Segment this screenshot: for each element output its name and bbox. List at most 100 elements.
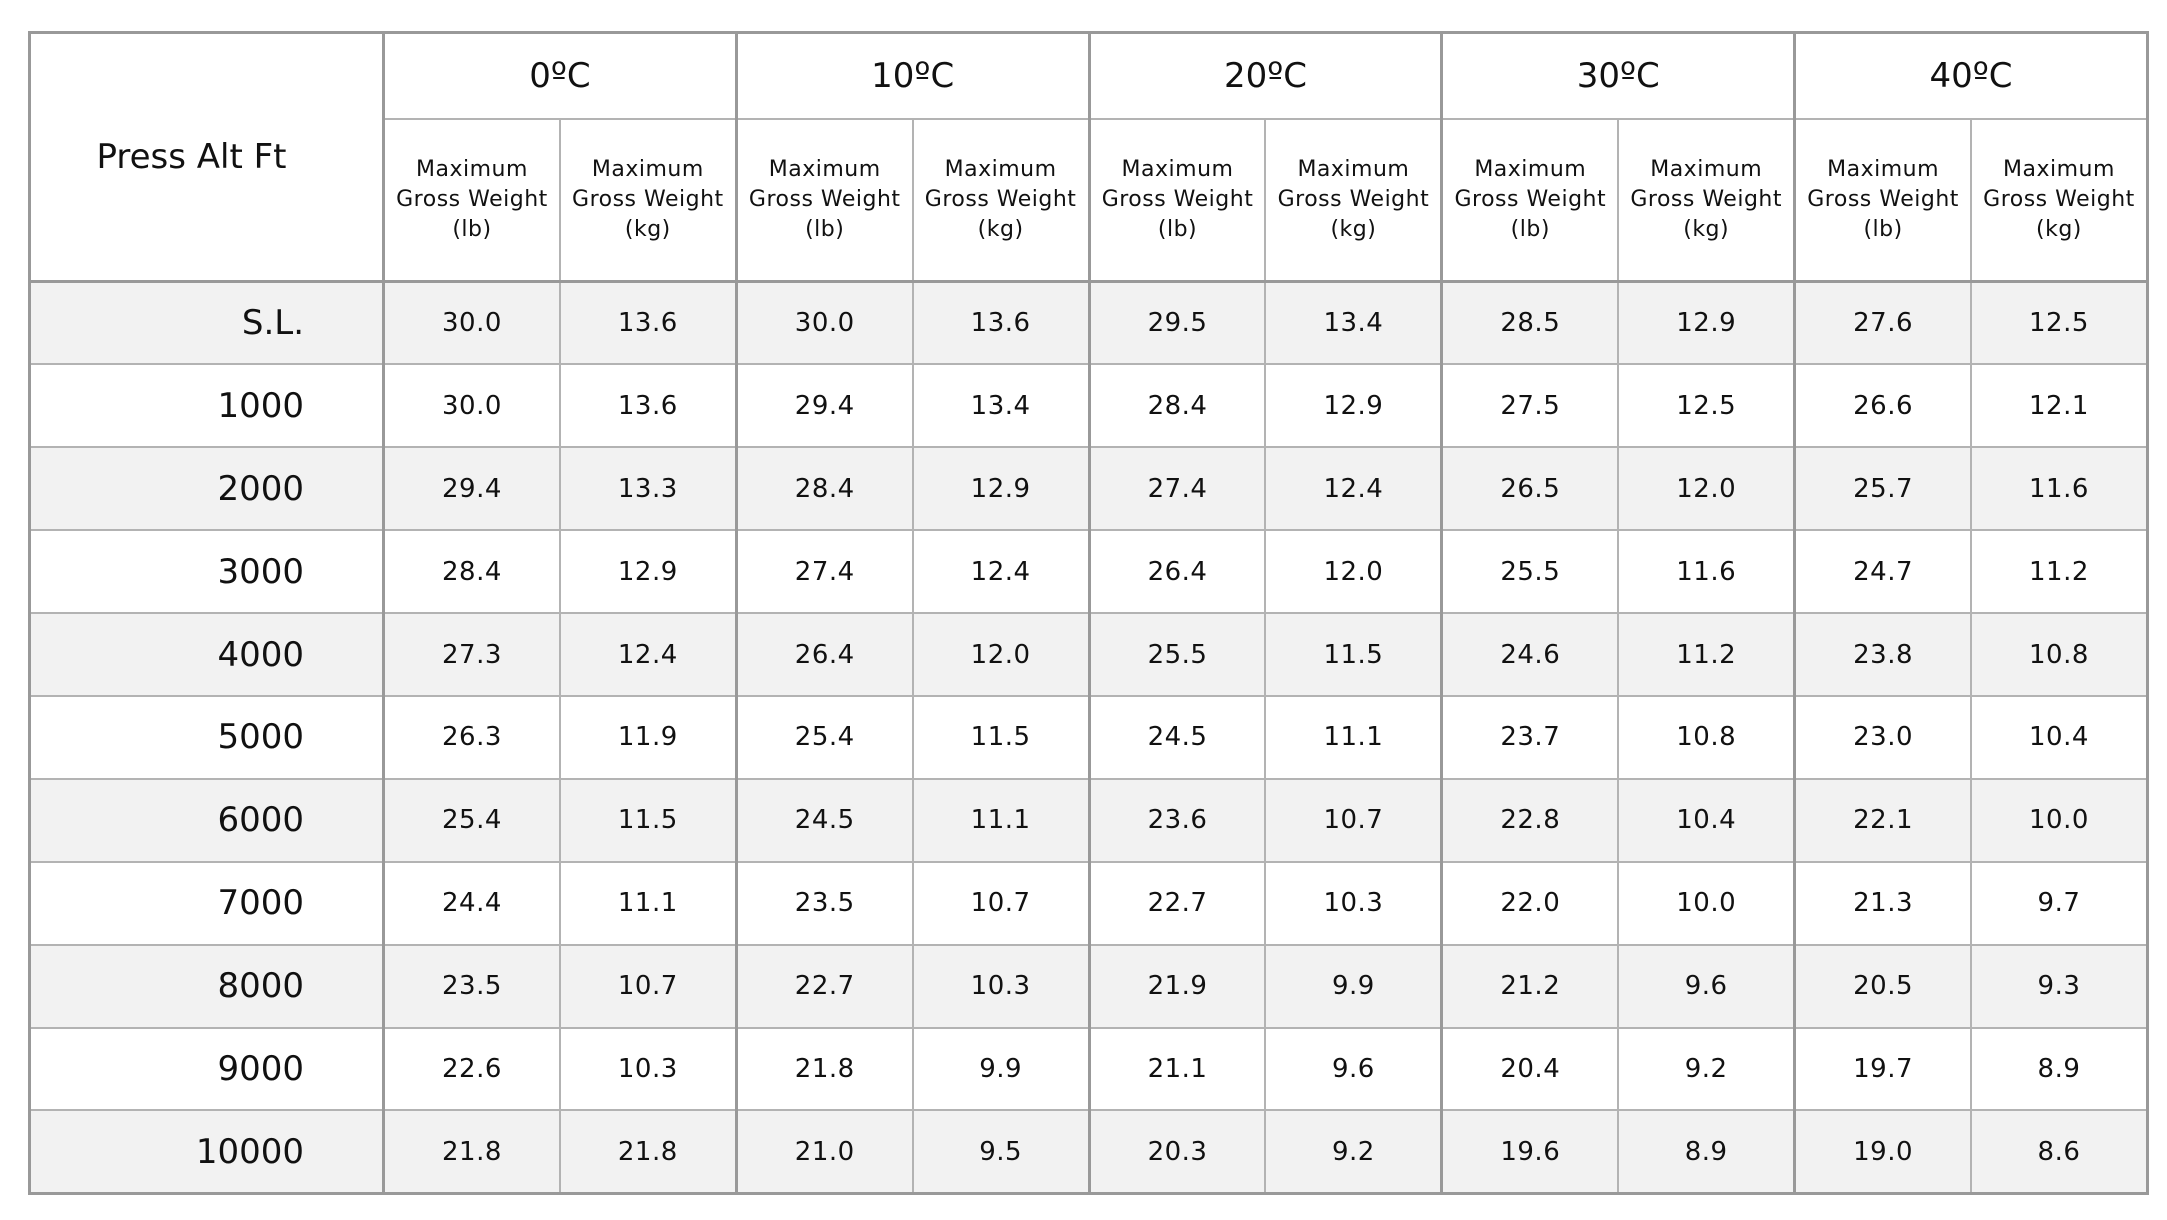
- weight-kg-cell: 12.0: [1617, 446, 1796, 532]
- temp-header-20c: 20ºC: [1087, 31, 1443, 120]
- weight-lb-cell: 22.7: [1087, 860, 1267, 946]
- altitude-cell: 8000: [28, 943, 385, 1029]
- unit-header-line: (kg): [977, 217, 1024, 242]
- unit-header-line: Maximum: [415, 157, 528, 182]
- weight-kg-cell: 9.2: [1264, 1109, 1443, 1195]
- temp-header-40c: 40ºC: [1793, 31, 2149, 120]
- weight-lb-cell: 29.4: [734, 363, 914, 449]
- weight-table-body: S.L. 30.0 13.6 30.0 13.6 29.5 13.4 28.5 12.9 27.6…: [28, 280, 2149, 1195]
- weight-lb-cell: 23.5: [734, 860, 914, 946]
- table-row: 2000 29.4 13.3 28.4 12.9 27.4 12.4 26.5 12.0 25.7…: [28, 446, 2149, 532]
- altitude-cell: S.L.: [28, 280, 385, 366]
- weight-lb-cell: 21.3: [1793, 860, 1973, 946]
- unit-header-lb: Maximum Gross Weight (lb): [1440, 118, 1620, 283]
- weight-lb-cell: 28.4: [734, 446, 914, 532]
- weight-lb-cell: 29.4: [381, 446, 561, 532]
- weight-lb-cell: 21.8: [381, 1109, 561, 1195]
- unit-header-line: (lb): [1863, 217, 1903, 242]
- unit-header-line: (lb): [1157, 217, 1198, 242]
- weight-lb-cell: 23.8: [1793, 612, 1973, 697]
- weight-kg-cell: 11.1: [911, 777, 1091, 863]
- unit-header-kg: Maximum Gross Weight (kg): [558, 118, 738, 283]
- unit-header-line: Gross Weight: [924, 187, 1077, 212]
- weight-lb-cell: 22.0: [1440, 860, 1620, 946]
- weight-kg-cell: 13.6: [558, 280, 738, 366]
- weight-kg-cell: 11.5: [1264, 612, 1443, 697]
- altitude-cell: 4000: [28, 612, 385, 697]
- unit-header-line: Maximum: [591, 157, 704, 182]
- weight-lb-cell: 27.6: [1793, 280, 1973, 366]
- table-row: 4000 27.3 12.4 26.4 12.0 25.5 11.5 24.6 11.2 23.8…: [28, 612, 2149, 697]
- weight-kg-cell: 11.5: [558, 777, 738, 863]
- weight-kg-cell: 12.1: [1970, 363, 2149, 449]
- weight-kg-cell: 12.5: [1617, 363, 1796, 449]
- unit-header-lb: Maximum Gross Weight (lb): [734, 118, 914, 283]
- weight-lb-cell: 22.8: [1440, 777, 1620, 863]
- weight-kg-cell: 13.3: [558, 446, 738, 532]
- weight-kg-cell: 12.4: [558, 612, 738, 697]
- table-row: 5000 26.3 11.9 25.4 11.5 24.5 11.1 23.7 10.8 23.0…: [28, 694, 2149, 780]
- weight-kg-cell: 11.1: [558, 860, 738, 946]
- weight-kg-cell: 11.9: [558, 694, 738, 780]
- weight-kg-cell: 11.2: [1970, 529, 2149, 615]
- weight-kg-cell: 9.2: [1617, 1026, 1796, 1112]
- weight-lb-cell: 25.5: [1087, 612, 1267, 697]
- unit-header-lb: Maximum Gross Weight (lb): [1087, 118, 1267, 283]
- weight-kg-cell: 10.4: [1970, 694, 2149, 780]
- weight-lb-cell: 27.5: [1440, 363, 1620, 449]
- weight-kg-cell: 12.4: [911, 529, 1091, 615]
- weight-kg-cell: 8.9: [1617, 1109, 1796, 1195]
- temp-header-30c: 30ºC: [1440, 31, 1796, 120]
- weight-lb-cell: 27.4: [734, 529, 914, 615]
- weight-lb-cell: 24.7: [1793, 529, 1973, 615]
- weight-kg-cell: 11.6: [1617, 529, 1796, 615]
- unit-header-line: Maximum: [1827, 157, 1940, 182]
- weight-lb-cell: 30.0: [381, 363, 561, 449]
- weight-lb-cell: 24.5: [734, 777, 914, 863]
- unit-header-line: Maximum: [768, 157, 881, 182]
- weight-kg-cell: 13.4: [911, 363, 1091, 449]
- weight-lb-cell: 22.1: [1793, 777, 1973, 863]
- weight-kg-cell: 12.9: [1264, 363, 1443, 449]
- weight-lb-cell: 21.8: [734, 1026, 914, 1112]
- weight-lb-cell: 26.3: [381, 694, 561, 780]
- unit-header-line: Gross Weight: [396, 187, 548, 212]
- weight-kg-cell: 12.5: [1970, 280, 2149, 366]
- weight-lb-cell: 23.6: [1087, 777, 1267, 863]
- altitude-cell: 5000: [28, 694, 385, 780]
- weight-kg-cell: 10.7: [1264, 777, 1443, 863]
- unit-header-kg: Maximum Gross Weight (kg): [1617, 118, 1796, 283]
- unit-header-line: (kg): [1330, 217, 1377, 242]
- weight-lb-cell: 19.7: [1793, 1026, 1973, 1112]
- weight-lb-cell: 22.7: [734, 943, 914, 1029]
- weight-kg-cell: 21.8: [558, 1109, 738, 1195]
- weight-kg-cell: 11.1: [1264, 694, 1443, 780]
- weight-kg-cell: 9.9: [1264, 943, 1443, 1029]
- weight-kg-cell: 10.3: [1264, 860, 1443, 946]
- weight-kg-cell: 10.0: [1617, 860, 1796, 946]
- weight-kg-cell: 10.4: [1617, 777, 1796, 863]
- unit-header-line: (kg): [2036, 217, 2082, 242]
- weight-kg-cell: 12.0: [911, 612, 1091, 697]
- unit-header-line: Maximum: [2003, 157, 2115, 182]
- weight-lb-cell: 21.9: [1087, 943, 1267, 1029]
- altitude-cell: 6000: [28, 777, 385, 863]
- weight-kg-cell: 10.3: [911, 943, 1091, 1029]
- weight-lb-cell: 28.4: [1087, 363, 1267, 449]
- altitude-cell: 9000: [28, 1026, 385, 1112]
- weight-lb-cell: 30.0: [381, 280, 561, 366]
- table-row: 6000 25.4 11.5 24.5 11.1 23.6 10.7 22.8 10.4 22.1…: [28, 777, 2149, 863]
- unit-header-line: Maximum: [1297, 157, 1410, 182]
- press-alt-header: Press Alt Ft: [28, 31, 385, 283]
- weight-lb-cell: 19.0: [1793, 1109, 1973, 1195]
- weight-kg-cell: 10.8: [1970, 612, 2149, 697]
- weight-kg-cell: 13.6: [558, 363, 738, 449]
- unit-header-row: Maximum Gross Weight (lb) Maximum Gross Weig…: [30, 118, 2149, 283]
- altitude-cell: 1000: [28, 363, 385, 449]
- weight-lb-cell: 20.4: [1440, 1026, 1620, 1112]
- weight-lb-cell: 30.0: [734, 280, 914, 366]
- unit-header-line: (lb): [1510, 217, 1550, 242]
- unit-header-kg: Maximum Gross Weight (kg): [911, 118, 1091, 283]
- weight-lb-cell: 26.5: [1440, 446, 1620, 532]
- unit-header-line: (kg): [1683, 217, 1730, 242]
